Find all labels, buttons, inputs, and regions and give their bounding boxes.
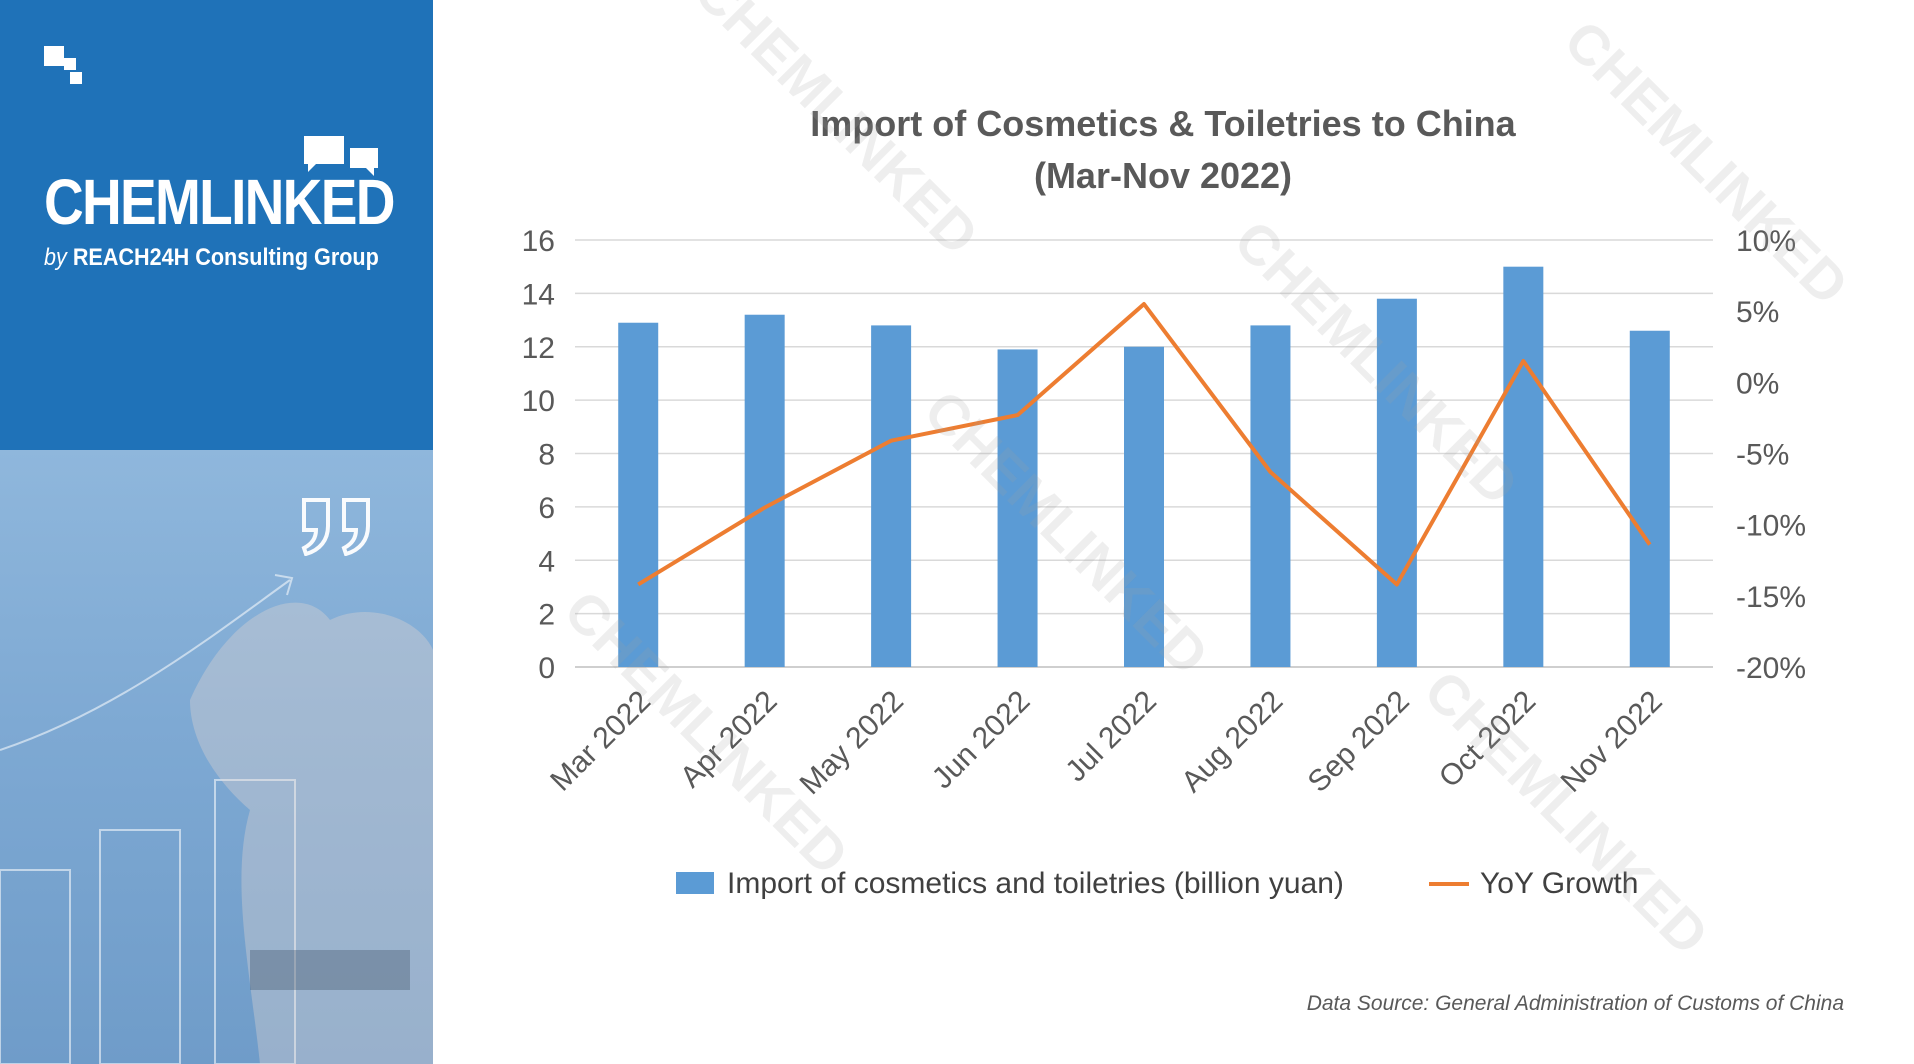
- bar: [871, 325, 912, 667]
- left-axis-tick-label: 8: [538, 439, 555, 472]
- x-axis-labels: Mar 2022 Apr 2022 May 2022 Jun 2022 Jul 2022…: [544, 685, 1669, 801]
- legend-bar-swatch: [676, 872, 714, 894]
- right-axis-tick-label: 5%: [1736, 296, 1779, 329]
- left-axis-tick-label: 16: [522, 225, 555, 258]
- bar: [1376, 298, 1417, 667]
- right-axis-tick-label: -5%: [1736, 439, 1789, 472]
- right-axis-ticks: -20% -15% -10% -5% 0% 5% 10%: [1736, 225, 1806, 685]
- left-axis-tick-label: 14: [522, 278, 555, 311]
- right-axis-tick-label: -20%: [1736, 652, 1806, 685]
- import-chart: Import of Cosmetics & Toiletries to Chin…: [522, 103, 1806, 900]
- left-axis-tick-label: 6: [538, 492, 555, 525]
- right-axis-tick-label: -15%: [1736, 581, 1806, 614]
- quote-icon: [301, 498, 370, 556]
- chart-subtitle: (Mar-Nov 2022): [1034, 155, 1292, 196]
- bar: [744, 314, 785, 667]
- bar: [1629, 330, 1670, 667]
- legend-bar-label: Import of cosmetics and toiletries (bill…: [727, 867, 1344, 900]
- legend: Import of cosmetics and toiletries (bill…: [676, 867, 1638, 900]
- bar: [1503, 266, 1544, 667]
- left-axis-tick-label: 2: [538, 599, 555, 632]
- brand-company-name: REACH24H Consulting Group: [72, 244, 379, 271]
- left-axis-ticks: 0 2 4 6 8 10 12 14 16: [522, 225, 555, 685]
- line-series: [637, 302, 1652, 587]
- x-axis-tick-label: May 2022: [794, 685, 910, 801]
- x-axis-tick-label: Aug 2022: [1175, 685, 1289, 799]
- left-axis-tick-label: 10: [522, 385, 555, 418]
- right-axis-tick-label: 10%: [1736, 225, 1796, 258]
- brand-sidebar: CHEMLINKED by REACH24H Consulting Group: [0, 0, 433, 1064]
- bar: [618, 322, 659, 667]
- x-axis-tick-label: Nov 2022: [1555, 685, 1669, 799]
- sidebar-photo: [0, 450, 433, 1064]
- bar: [997, 349, 1038, 667]
- x-axis-tick-label: Jul 2022: [1059, 685, 1163, 789]
- left-axis-tick-label: 4: [538, 545, 555, 578]
- x-axis-tick-label: Apr 2022: [674, 685, 783, 794]
- right-axis-tick-label: -10%: [1736, 510, 1806, 543]
- chart-title: Import of Cosmetics & Toiletries to Chin…: [810, 103, 1516, 144]
- logo-mark-icon: [44, 46, 84, 86]
- bar: [1124, 346, 1164, 667]
- x-axis-tick-label: Jun 2022: [926, 685, 1037, 796]
- brand-name: CHEMLINKED: [44, 166, 395, 238]
- chat-bubbles-icon: [304, 136, 378, 176]
- yoy-growth-line: [637, 302, 1652, 587]
- bar: [1250, 325, 1291, 667]
- left-axis-tick-label: 12: [522, 332, 555, 365]
- hand-chart-illustration: [0, 574, 433, 1064]
- brand-company: by REACH24H Consulting Group: [44, 244, 379, 272]
- x-axis-tick-label: Mar 2022: [544, 685, 657, 798]
- right-axis-tick-label: 0%: [1736, 367, 1779, 400]
- bar-series: [618, 266, 1670, 667]
- x-axis-tick-label: Oct 2022: [1433, 685, 1542, 794]
- x-axis-tick-label: Sep 2022: [1302, 685, 1416, 799]
- legend-line-label: YoY Growth: [1480, 867, 1638, 900]
- data-source-note: Data Source: General Administration of C…: [1306, 992, 1844, 1015]
- left-axis-tick-label: 0: [538, 652, 555, 685]
- brand-by: by: [44, 244, 67, 271]
